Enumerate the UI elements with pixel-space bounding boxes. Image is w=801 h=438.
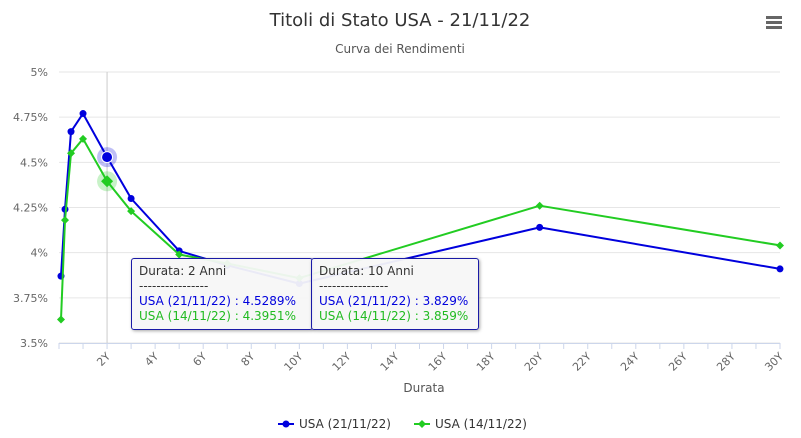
legend: USA (21/11/22) USA (14/11/22) xyxy=(278,417,527,431)
x-tick-label: 24Y xyxy=(618,350,642,374)
x-axis-title: Durata xyxy=(403,381,444,395)
data-point-series-1 xyxy=(127,194,135,202)
y-tick-label: 3.75% xyxy=(13,292,48,305)
data-point-series-1 xyxy=(536,223,544,231)
data-point-series-2 xyxy=(535,201,544,210)
data-point-series-2 xyxy=(67,149,76,158)
y-tick-label: 4.25% xyxy=(13,202,48,215)
data-point-series-2 xyxy=(776,241,784,250)
x-tick-label: 30Y xyxy=(762,350,786,374)
legend-label-1: USA (21/11/22) xyxy=(299,417,391,431)
x-tick-label: 10Y xyxy=(282,350,306,374)
x-tick-label: 28Y xyxy=(714,350,738,374)
tooltip-2y-series-2: USA (14/11/22) : 4.3951% xyxy=(139,309,296,323)
data-point-series-2 xyxy=(56,315,65,324)
x-tick-label: 20Y xyxy=(522,350,546,374)
x-tick-label: 26Y xyxy=(666,350,690,374)
data-point-series-1 xyxy=(776,265,784,273)
hamburger-menu-icon[interactable] xyxy=(764,12,784,32)
data-point-series-2 xyxy=(175,250,184,259)
x-axis: 2Y 4Y 6Y 8Y 10Y 12Y 14Y 16Y 18Y 20Y 22Y 24Y 26Y 28Y 30… xyxy=(58,343,786,374)
hover-point-series-2 xyxy=(101,175,114,188)
x-tick-label: 16Y xyxy=(426,350,450,374)
y-tick-label: 4% xyxy=(31,247,48,260)
y-tick-label: 3.5% xyxy=(20,337,48,350)
tooltip-10y-separator: ---------------- xyxy=(319,279,389,293)
chart-title: Titoli di Stato USA - 21/11/22 xyxy=(269,10,531,31)
tooltip-10y-title: Durata: 10 Anni xyxy=(319,264,414,278)
tooltip-2y-separator: ---------------- xyxy=(139,279,209,293)
x-tick-label: 4Y xyxy=(142,350,161,369)
x-tick-label: 8Y xyxy=(238,350,257,369)
y-tick-label: 4.5% xyxy=(20,156,48,169)
data-point-series-2 xyxy=(79,134,88,143)
tooltip-2y: Durata: 2 Anni ---------------- USA (21/… xyxy=(131,258,313,330)
chart-subtitle: Curva dei Rendimenti xyxy=(335,42,465,56)
data-point-series-2 xyxy=(61,216,70,225)
legend-marker-1 xyxy=(282,420,290,428)
tooltip-10y: Durata: 10 Anni ---------------- USA (21… xyxy=(311,258,479,330)
y-axis: 3.5% 3.75% 4% 4.25% 4.5% 4.75% 5% xyxy=(13,66,48,350)
x-tick-label: 14Y xyxy=(378,350,402,374)
x-tick-label: 22Y xyxy=(570,350,594,374)
tooltip-10y-series-2: USA (14/11/22) : 3.859% xyxy=(319,309,469,323)
y-tick-label: 5% xyxy=(31,66,48,79)
tooltip-2y-series-1: USA (21/11/22) : 4.5289% xyxy=(139,294,296,308)
hover-point-series-1 xyxy=(101,151,114,164)
legend-marker-2 xyxy=(418,420,426,428)
legend-label-2: USA (14/11/22) xyxy=(435,417,527,431)
hover-markers xyxy=(97,147,118,192)
data-point-series-1 xyxy=(67,128,75,136)
x-tick-label: 18Y xyxy=(474,350,498,374)
x-tick-label: 6Y xyxy=(190,350,209,369)
data-point-series-2 xyxy=(127,207,136,216)
data-point-series-1 xyxy=(79,110,87,118)
x-tick-label: 12Y xyxy=(330,350,354,374)
tooltip-10y-series-1: USA (21/11/22) : 3.829% xyxy=(319,294,469,308)
tooltip-2y-title: Durata: 2 Anni xyxy=(139,264,227,278)
x-tick-label: 2Y xyxy=(94,350,113,369)
y-tick-label: 4.75% xyxy=(13,111,48,124)
